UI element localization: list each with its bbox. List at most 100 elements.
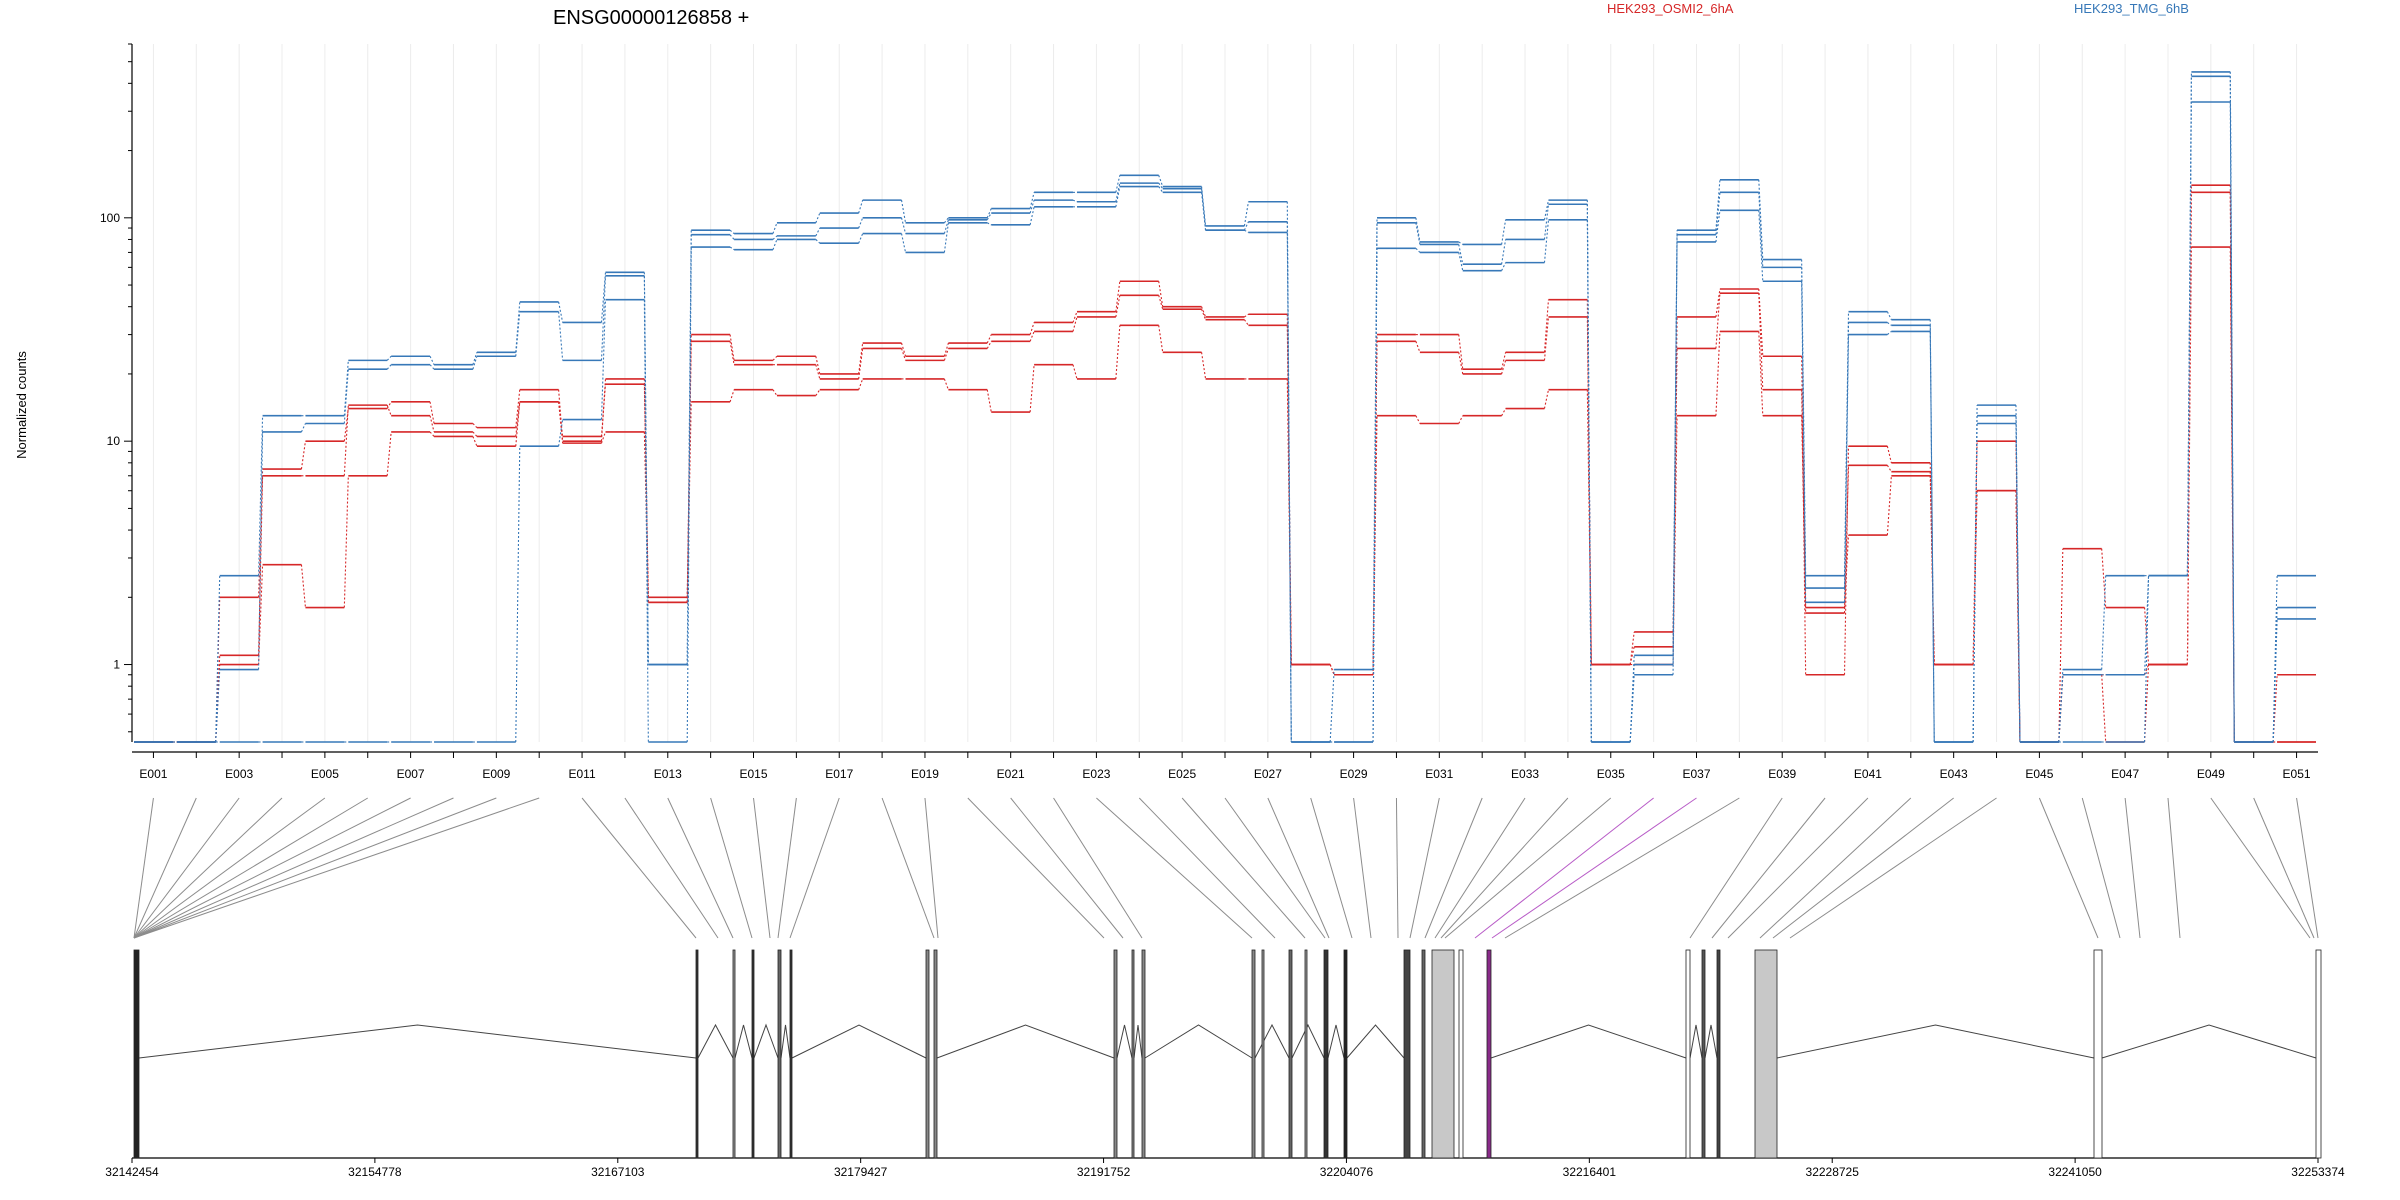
series-join <box>1072 199 1078 203</box>
exon-connector <box>1689 797 1783 939</box>
coord-label: 32179427 <box>834 1165 888 1179</box>
series-join <box>858 342 864 375</box>
exon-block <box>1113 949 1118 1159</box>
series-join <box>515 446 521 743</box>
series-join <box>515 401 521 447</box>
exon-connector <box>1267 797 1330 939</box>
series-join <box>1458 241 1464 245</box>
series-join <box>986 334 992 344</box>
exon-block <box>1251 949 1256 1159</box>
exon-connector <box>1444 797 1612 939</box>
series-join <box>943 217 949 224</box>
series-join <box>472 352 478 365</box>
exon-tick-label: E013 <box>654 767 682 781</box>
series-join <box>901 348 907 361</box>
y-tick-label: 10 <box>107 434 121 448</box>
exon-block <box>1458 949 1464 1159</box>
intron-line <box>753 1023 779 1059</box>
intron-line <box>936 1024 1115 1059</box>
series-join <box>858 233 864 244</box>
intron-line <box>1291 1023 1325 1059</box>
series-join <box>943 342 949 357</box>
exon-tick-label: E003 <box>225 767 253 781</box>
exon-connector <box>1727 797 1869 939</box>
exon-block <box>1141 949 1146 1159</box>
series-join <box>643 299 649 743</box>
exon-block <box>2093 949 2103 1159</box>
series-join <box>215 669 221 743</box>
exon-block <box>789 949 793 1159</box>
exon-tick-label: E051 <box>2283 767 2311 781</box>
series-join <box>943 222 949 253</box>
coord-label: 32228725 <box>1806 1165 1860 1179</box>
exon-block <box>1261 949 1265 1159</box>
exon-connector <box>667 797 734 939</box>
intron-line <box>1490 1024 1687 1059</box>
exon-connector <box>581 797 697 939</box>
intron-line <box>138 1024 697 1059</box>
exon-block <box>1421 949 1426 1159</box>
series-join <box>558 401 564 444</box>
series-join <box>1715 179 1721 231</box>
series-join <box>686 401 692 603</box>
series-join <box>558 311 564 361</box>
exon-connector <box>1759 797 1912 939</box>
legend-entry-osmi2: HEK293_OSMI2_6hA <box>1607 1 1734 16</box>
exon-block <box>695 949 699 1159</box>
exon-connector <box>2081 797 2121 939</box>
y-tick-label: 1 <box>113 658 120 672</box>
exon-tick-label: E017 <box>825 767 853 781</box>
series-join <box>1072 316 1078 332</box>
series-join <box>1201 186 1207 226</box>
series-HEK293_TMG_6hB <box>134 101 2316 743</box>
series-join <box>2143 575 2150 743</box>
exon-connector <box>1434 797 1526 939</box>
series-join <box>815 212 821 223</box>
intron-line <box>1776 1024 2095 1059</box>
series-join <box>1758 293 1764 390</box>
exon-block <box>1754 949 1778 1159</box>
intron-line <box>734 1024 753 1059</box>
coord-label: 32204076 <box>1320 1165 1374 1179</box>
series-join <box>1843 334 1850 603</box>
series-join <box>987 222 992 226</box>
grid-layer <box>152 44 2298 742</box>
exon-connector <box>1224 797 1326 939</box>
exon-connector <box>133 797 497 939</box>
series-join <box>343 475 349 608</box>
series-join <box>1543 204 1550 240</box>
exon-block <box>1403 949 1411 1159</box>
series-join <box>472 436 478 447</box>
intron-line <box>1704 1024 1718 1059</box>
exon-tick-label: E027 <box>1254 767 1282 781</box>
series-join <box>1244 229 1249 233</box>
series-join <box>472 431 478 437</box>
coord-label: 32191752 <box>1077 1165 1131 1179</box>
exon-connector <box>1491 797 1697 939</box>
series-join <box>772 389 778 396</box>
exon-connector <box>1138 797 1276 939</box>
exon-tick-label: E005 <box>311 767 339 781</box>
exon-tick-label: E029 <box>1340 767 1368 781</box>
series-join <box>2229 101 2235 743</box>
exon-connector <box>133 797 197 939</box>
exon-connector <box>777 797 797 939</box>
series-join <box>1415 247 1421 253</box>
series-join <box>1115 175 1121 193</box>
exon-connector <box>1096 797 1253 939</box>
series-join <box>1115 281 1121 312</box>
series-join <box>1115 325 1121 379</box>
series-join <box>515 311 521 357</box>
series-join <box>1801 281 1807 603</box>
exon-tick-label: E023 <box>1082 767 1110 781</box>
series-join <box>2272 674 2278 743</box>
series-join <box>1029 364 1035 413</box>
exon-block <box>732 949 736 1159</box>
exon-connector <box>133 797 283 939</box>
series-join <box>2186 247 2192 665</box>
series-join <box>600 272 607 323</box>
coord-label: 32167103 <box>591 1165 645 1179</box>
exon-block <box>1685 949 1691 1159</box>
series-join <box>1244 313 1249 318</box>
series-join <box>900 233 907 253</box>
